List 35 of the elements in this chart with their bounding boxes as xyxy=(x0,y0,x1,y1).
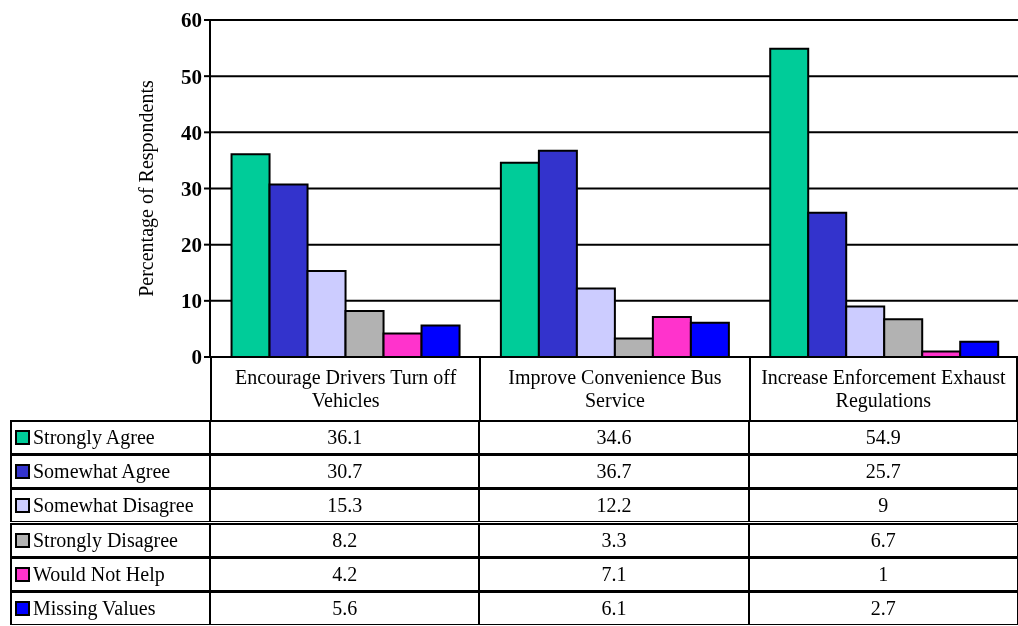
y-tick-label: 40 xyxy=(181,120,202,145)
data-label: 36.1 xyxy=(210,420,480,455)
legend-label: Somewhat Agree xyxy=(33,460,171,484)
data-label: 4.2 xyxy=(210,556,480,591)
legend-label: Somewhat Disagree xyxy=(33,494,194,518)
y-tick-label: 30 xyxy=(181,176,202,201)
data-label: 6.7 xyxy=(748,522,1018,557)
legend-label: Would Not Help xyxy=(33,562,165,586)
data-label: 6.1 xyxy=(479,590,749,625)
legend-label: Strongly Agree xyxy=(33,426,155,450)
data-label: 12.2 xyxy=(479,488,749,523)
legend-label: Strongly Disagree xyxy=(33,528,178,552)
data-label: 7.1 xyxy=(479,556,749,591)
data-label: 9 xyxy=(748,488,1018,523)
data-label: 54.9 xyxy=(748,420,1018,455)
data-label: 36.7 xyxy=(479,454,749,489)
data-label: 2.7 xyxy=(748,590,1018,625)
data-label: 8.2 xyxy=(210,522,480,557)
data-label: 15.3 xyxy=(210,488,480,523)
x-tick-label: Encourage Drivers Turn off Vehicles xyxy=(234,365,458,412)
data-label: 1 xyxy=(748,556,1018,591)
data-label: 30.7 xyxy=(210,454,480,489)
data-label: 5.6 xyxy=(210,590,480,625)
y-tick-label: 60 xyxy=(181,8,202,33)
y-tick-label: 20 xyxy=(181,233,202,258)
y-axis-title: Percentage of Respondents xyxy=(135,79,158,297)
x-tick-label: Increase Enforcement Exhaust Regulations xyxy=(760,365,1007,412)
y-tick-label: 0 xyxy=(191,345,202,370)
x-tick-label: Improve Convenience Bus Service xyxy=(507,365,723,412)
data-label: 25.7 xyxy=(748,454,1018,489)
y-tick-label: 10 xyxy=(181,289,202,314)
data-label: 3.3 xyxy=(479,522,749,557)
y-tick-label: 50 xyxy=(181,64,202,89)
legend-label: Missing Values xyxy=(33,596,156,620)
data-label: 34.6 xyxy=(479,420,749,455)
